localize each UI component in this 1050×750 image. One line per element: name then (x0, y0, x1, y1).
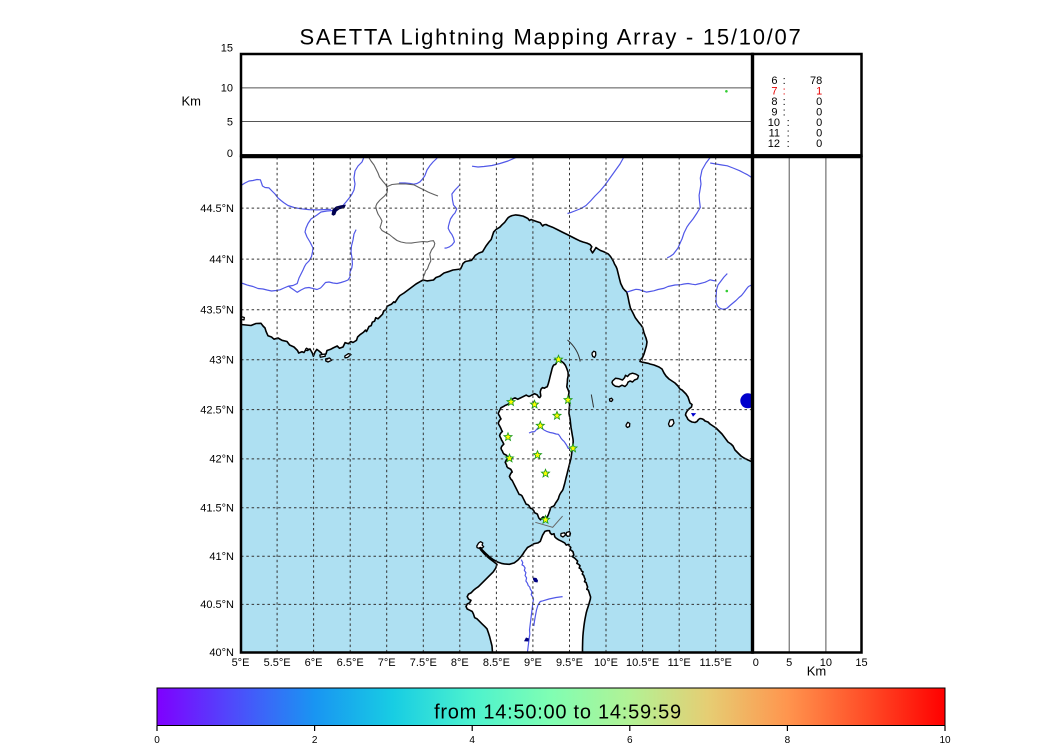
svg-text:5°E: 5°E (232, 657, 250, 669)
svg-text:10: 10 (768, 117, 780, 129)
svg-text:0: 0 (816, 96, 822, 108)
svg-text:7: 7 (771, 86, 777, 98)
svg-text:0: 0 (753, 657, 759, 669)
svg-text:78: 78 (810, 75, 822, 87)
svg-text:0: 0 (227, 148, 233, 160)
svg-text:10: 10 (820, 657, 832, 669)
svg-text:SAETTA Lightning Mapping Array: SAETTA Lightning Mapping Array - 15/10/0… (299, 25, 802, 50)
svg-text::: : (787, 138, 790, 150)
svg-text:0: 0 (816, 117, 822, 129)
svg-text:0: 0 (816, 127, 822, 139)
svg-text:10: 10 (221, 83, 233, 95)
svg-text:4: 4 (469, 735, 475, 746)
svg-text:6: 6 (771, 75, 777, 87)
svg-text::: : (787, 127, 790, 139)
svg-text::: : (783, 106, 786, 118)
svg-text:10.5°E: 10.5°E (626, 657, 659, 669)
svg-text:6°E: 6°E (305, 657, 323, 669)
svg-text:40.5°N: 40.5°N (200, 599, 234, 611)
svg-text:Km: Km (807, 664, 827, 679)
svg-text:7°E: 7°E (378, 657, 396, 669)
svg-text:9.5°E: 9.5°E (556, 657, 583, 669)
svg-text:10: 10 (939, 735, 951, 746)
svg-text:5.5°E: 5.5°E (264, 657, 291, 669)
svg-text:8: 8 (785, 735, 791, 746)
svg-text:8.5°E: 8.5°E (483, 657, 510, 669)
svg-text:9: 9 (771, 106, 777, 118)
svg-text:42°N: 42°N (209, 454, 234, 466)
svg-text:Km: Km (182, 94, 202, 109)
svg-text:5: 5 (786, 657, 792, 669)
svg-text:41°N: 41°N (209, 551, 234, 563)
svg-text:0: 0 (816, 106, 822, 118)
svg-text:9°E: 9°E (524, 657, 542, 669)
svg-text:43°N: 43°N (209, 355, 234, 367)
svg-text:12: 12 (768, 138, 780, 150)
svg-text:43.5°N: 43.5°N (200, 305, 234, 317)
svg-text:2: 2 (312, 735, 318, 746)
svg-text:6.5°E: 6.5°E (337, 657, 364, 669)
svg-text:44.5°N: 44.5°N (200, 203, 234, 215)
svg-text:0: 0 (154, 735, 160, 746)
svg-text:0: 0 (816, 138, 822, 150)
svg-text:15: 15 (221, 42, 233, 54)
svg-text:11.5°E: 11.5°E (700, 657, 732, 669)
svg-text:5: 5 (227, 116, 233, 128)
svg-text:40°N: 40°N (209, 647, 234, 659)
svg-text:41.5°N: 41.5°N (200, 503, 234, 515)
svg-text:11°E: 11°E (668, 657, 691, 669)
svg-text:10°E: 10°E (594, 657, 618, 669)
svg-text:6: 6 (627, 735, 633, 746)
svg-text::: : (787, 117, 790, 129)
svg-text:1: 1 (816, 86, 822, 98)
svg-text::: : (783, 96, 786, 108)
svg-text:42.5°N: 42.5°N (200, 404, 234, 416)
svg-text::: : (783, 75, 786, 87)
svg-text:15: 15 (855, 657, 867, 669)
svg-text:11: 11 (769, 127, 780, 139)
svg-text:8°E: 8°E (451, 657, 469, 669)
svg-text::: : (783, 86, 786, 98)
svg-text:44°N: 44°N (209, 254, 234, 266)
svg-text:from 14:50:00 to 14:59:59: from 14:50:00 to 14:59:59 (434, 702, 682, 724)
svg-text:7.5°E: 7.5°E (410, 657, 437, 669)
svg-text:8: 8 (771, 96, 777, 108)
